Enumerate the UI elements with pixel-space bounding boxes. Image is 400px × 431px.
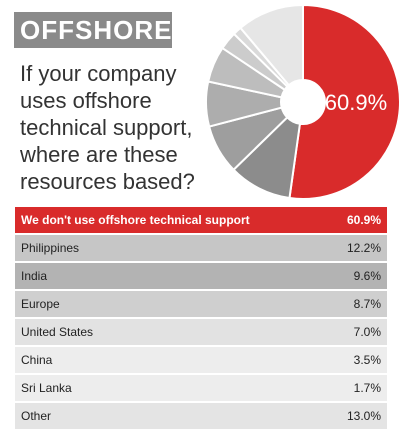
legend-row: Philippines 12.2%	[15, 234, 387, 263]
pie-slice	[288, 3, 400, 200]
legend-value: 60.9%	[315, 207, 387, 235]
legend-value: 9.6%	[315, 262, 387, 291]
legend-category: Other	[15, 402, 315, 431]
header-title: OFFSHORE	[14, 12, 172, 48]
legend-row: China 3.5%	[15, 346, 387, 375]
legend-category: India	[15, 262, 315, 291]
legend-table: We don't use offshore technical support 6…	[15, 207, 387, 431]
pie-slice	[239, 3, 304, 87]
legend-row: We don't use offshore technical support 6…	[15, 207, 387, 235]
legend-category: Sri Lanka	[15, 374, 315, 403]
legend-category: We don't use offshore technical support	[15, 207, 315, 235]
legend-row: India 9.6%	[15, 262, 387, 291]
legend-row: Other 13.0%	[15, 402, 387, 431]
legend-category: United States	[15, 318, 315, 347]
legend-value: 1.7%	[315, 374, 387, 403]
pie-chart: 60.9%	[205, 3, 400, 200]
legend-row: Sri Lanka 1.7%	[15, 374, 387, 403]
legend-row: United States 7.0%	[15, 318, 387, 347]
pie-slice-label: 60.9%	[325, 90, 387, 115]
question-text: If your company uses offshore technical …	[20, 61, 195, 194]
legend-value: 12.2%	[315, 234, 387, 263]
legend-category: China	[15, 346, 315, 375]
legend-category: Philippines	[15, 234, 315, 263]
legend-value: 7.0%	[315, 318, 387, 347]
legend-value: 3.5%	[315, 346, 387, 375]
legend-value: 13.0%	[315, 402, 387, 431]
legend-row: Europe 8.7%	[15, 290, 387, 319]
legend-category: Europe	[15, 290, 315, 319]
legend-value: 8.7%	[315, 290, 387, 319]
